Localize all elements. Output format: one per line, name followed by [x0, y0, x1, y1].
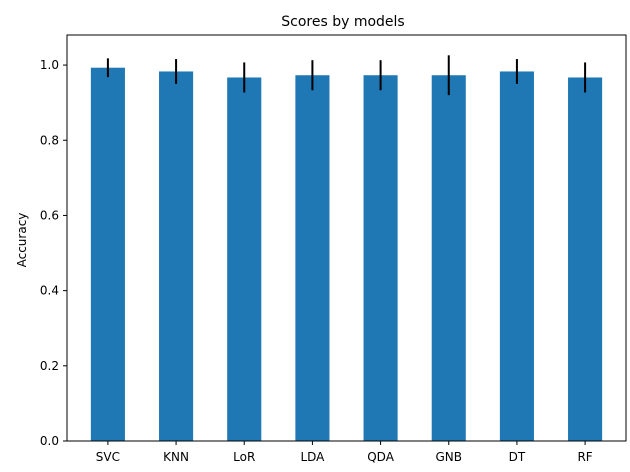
x-tick-label: LDA — [300, 450, 325, 464]
x-tick-label: DT — [509, 450, 526, 464]
bars-layer — [90, 67, 603, 442]
x-tick-label: SVC — [96, 450, 120, 464]
bar-lor — [227, 77, 262, 442]
bar-gnb — [431, 75, 466, 442]
y-tick-label: 0.0 — [40, 434, 59, 448]
y-tick-label: 0.2 — [40, 359, 59, 373]
y-tick-label: 1.0 — [40, 58, 59, 72]
x-tick-label: RF — [577, 450, 592, 464]
plot-frame — [66, 34, 627, 442]
y-tick-label: 0.4 — [40, 284, 59, 298]
y-axis: 0.0 0.2 0.4 0.6 0.8 1.0 — [40, 58, 67, 448]
bar-svc — [90, 67, 125, 441]
bar-rf — [568, 77, 603, 442]
y-tick-label: 0.8 — [40, 133, 59, 147]
error-bars-layer — [106, 55, 587, 96]
x-tick-label: QDA — [367, 450, 394, 464]
bar-lda — [295, 75, 330, 442]
x-tick-label: LoR — [233, 450, 255, 464]
bar-qda — [363, 75, 398, 442]
x-axis: SVC KNN LoR LDA QDA GNB DT RF — [96, 441, 593, 464]
x-tick-label: GNB — [435, 450, 462, 464]
x-tick-label: KNN — [163, 450, 189, 464]
bar-knn — [159, 71, 194, 441]
y-tick-label: 0.6 — [40, 208, 59, 222]
bar-dt — [499, 71, 534, 441]
y-axis-label: Accuracy — [15, 213, 29, 268]
chart-title: Scores by models — [281, 14, 404, 30]
